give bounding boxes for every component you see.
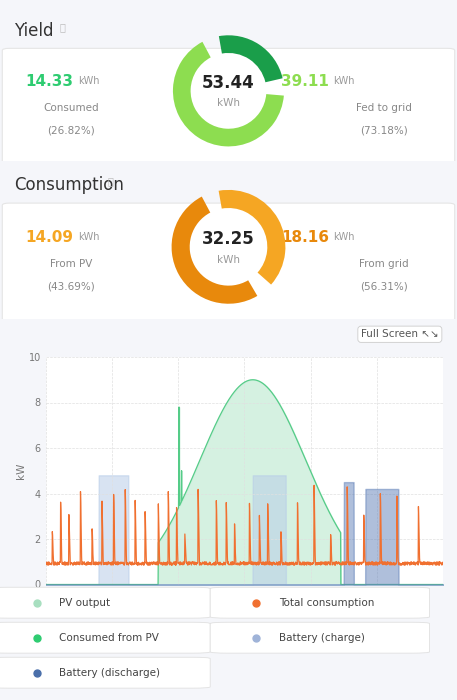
Text: Full Screen ↖↘: Full Screen ↖↘ xyxy=(361,329,439,340)
Text: From grid: From grid xyxy=(359,259,409,270)
FancyBboxPatch shape xyxy=(0,657,210,688)
Text: kWh: kWh xyxy=(78,232,99,242)
Text: Yield: Yield xyxy=(14,22,53,40)
Text: kWh: kWh xyxy=(334,76,355,86)
Wedge shape xyxy=(218,190,286,285)
FancyBboxPatch shape xyxy=(0,622,210,653)
Text: Battery (charge): Battery (charge) xyxy=(279,633,365,643)
Text: kWh: kWh xyxy=(217,255,240,265)
Text: Consumption: Consumption xyxy=(14,176,123,194)
Text: ⓘ: ⓘ xyxy=(107,176,113,186)
FancyBboxPatch shape xyxy=(0,587,210,618)
FancyBboxPatch shape xyxy=(210,587,430,618)
Y-axis label: kW: kW xyxy=(16,463,26,479)
Text: From PV: From PV xyxy=(50,259,92,270)
Text: 14.09: 14.09 xyxy=(25,230,73,244)
Text: (73.18%): (73.18%) xyxy=(360,125,408,135)
Text: Consumed from PV: Consumed from PV xyxy=(59,633,159,643)
Text: 18.16: 18.16 xyxy=(281,230,329,244)
Text: (26.82%): (26.82%) xyxy=(47,125,95,135)
Text: Battery (discharge): Battery (discharge) xyxy=(59,668,160,678)
Text: 53.44: 53.44 xyxy=(202,74,255,92)
Text: kWh: kWh xyxy=(334,232,355,242)
Text: (56.31%): (56.31%) xyxy=(360,282,408,292)
Wedge shape xyxy=(171,197,257,304)
Text: Total consumption: Total consumption xyxy=(279,598,374,608)
Text: PV output: PV output xyxy=(59,598,111,608)
Text: kWh: kWh xyxy=(78,76,99,86)
Text: 14.33: 14.33 xyxy=(25,74,73,89)
FancyBboxPatch shape xyxy=(2,203,455,321)
Text: 39.11: 39.11 xyxy=(281,74,329,89)
Text: kWh: kWh xyxy=(217,99,240,108)
Text: Consumed: Consumed xyxy=(43,103,99,113)
Wedge shape xyxy=(219,35,282,83)
Text: Fed to grid: Fed to grid xyxy=(356,103,412,113)
Text: ⓘ: ⓘ xyxy=(59,22,65,32)
Text: 32.25: 32.25 xyxy=(202,230,255,248)
Text: (43.69%): (43.69%) xyxy=(47,282,95,292)
FancyBboxPatch shape xyxy=(210,622,430,653)
Wedge shape xyxy=(173,42,284,146)
FancyBboxPatch shape xyxy=(2,48,455,163)
